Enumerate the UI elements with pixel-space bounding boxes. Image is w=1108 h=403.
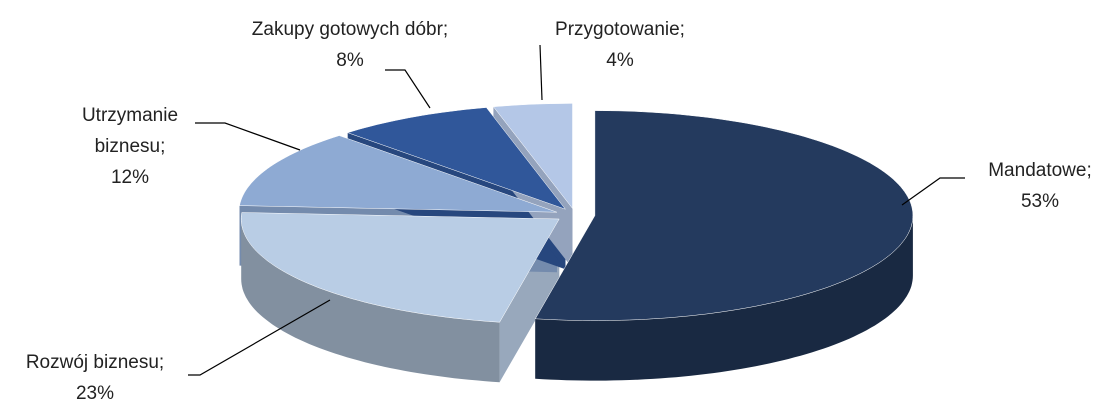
- slice: [346, 107, 567, 210]
- leader-line: [539, 44, 543, 101]
- slice: [534, 110, 914, 321]
- slice-side: [535, 215, 913, 381]
- slice-side: [241, 219, 500, 383]
- category-label: Mandatowe;: [988, 160, 1092, 181]
- slice: [239, 135, 557, 213]
- data-label: Utrzymanie biznesu; 12%: [55, 100, 205, 193]
- value-label: 23%: [75, 383, 115, 403]
- data-label: Rozwój biznesu; 23%: [0, 347, 190, 403]
- category-label: Utrzymanie biznesu;: [81, 105, 179, 157]
- leader-line: [385, 69, 431, 109]
- data-label: Przygotowanie; 4%: [520, 14, 720, 76]
- category-label: Przygotowanie;: [555, 19, 685, 40]
- data-label: Zakupy gotowych dóbr; 8%: [250, 14, 450, 76]
- leader-line: [188, 299, 331, 376]
- value-label: 12%: [110, 167, 150, 188]
- value-label: 53%: [1020, 191, 1060, 212]
- data-label: Mandatowe; 53%: [960, 155, 1108, 217]
- category-label: Rozwój biznesu;: [25, 352, 165, 373]
- leader-line: [195, 122, 301, 151]
- slice: [240, 212, 560, 323]
- category-label: Zakupy gotowych dóbr;: [251, 19, 449, 40]
- value-label: 4%: [606, 50, 634, 71]
- slice: [492, 103, 573, 210]
- value-label: 8%: [336, 50, 364, 71]
- leader-line: [901, 177, 965, 206]
